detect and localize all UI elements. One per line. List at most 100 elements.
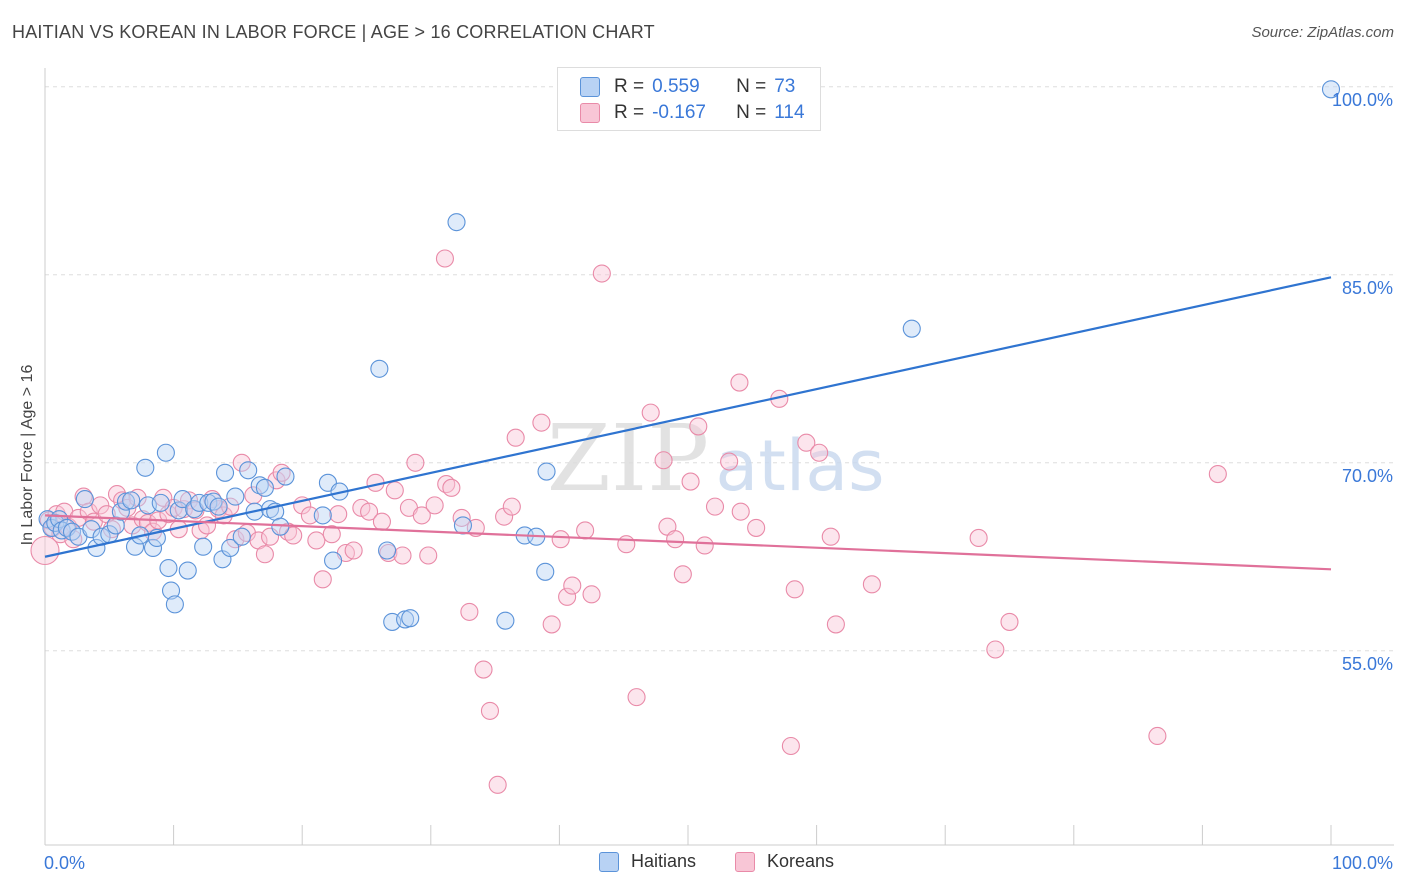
korean-point [474,660,493,679]
haitians-points [38,80,1341,631]
korean-point [452,508,471,527]
korean-point [826,615,845,634]
korean-point [232,453,251,472]
y-tick-label: 55.0% [1342,654,1393,674]
korean-point [488,775,507,794]
legend-swatch-pink [580,103,600,123]
haitian-point [496,611,515,630]
haitian-point [221,538,240,558]
korean-point [627,688,646,707]
trendlines [44,276,1332,571]
korean-point [442,478,461,497]
korean-point [435,249,454,268]
korean-point [576,521,595,540]
korean-point [506,428,525,447]
haitian-point [255,478,274,497]
legend-item-koreans[interactable]: Koreans [735,851,834,872]
y-tick-label: 85.0% [1342,278,1393,298]
haitian-point [239,461,258,480]
haitian-point [401,609,420,628]
korean-point [617,535,636,554]
korean-point [406,453,425,472]
korean-point [30,535,60,566]
korean-point [344,541,363,560]
legend-r-value: 0.559 [652,76,700,97]
korean-point [705,497,725,516]
korean-point [810,443,829,462]
korean-point [393,546,412,565]
x-tick-label-max: 100.0% [1332,853,1393,873]
haitian-point [159,558,178,578]
korean-point [460,602,479,621]
korean-point [695,536,714,555]
korean-point [563,576,582,595]
haitian-point [169,501,188,520]
korean-point [385,481,404,500]
korean-point [969,528,988,548]
haitian-point [136,458,155,477]
korean-point [495,507,514,526]
series-legend: Haitians Koreans [0,851,1406,877]
korean-point [673,565,692,584]
korean-point [532,413,551,432]
korean-point [322,525,341,544]
y-tick-label: 70.0% [1342,466,1393,486]
korean-point [730,373,749,392]
koreans-label: Koreans [767,851,835,871]
haitian-point [271,517,290,536]
korean-point [1148,726,1167,746]
korean-point [360,502,379,521]
korean-point [542,615,561,634]
haitians-trendline [44,276,1332,558]
tick-labels: 55.0% 70.0% 85.0% 100.0% 0.0% 100.0% [44,90,1393,873]
haitian-point [902,319,921,338]
korean-point [689,417,708,436]
haitian-point [324,551,343,570]
watermark-zip: ZIP [547,405,709,512]
korean-point [255,545,274,564]
legend-r-value: -0.167 [652,102,706,123]
haitian-point [161,581,181,600]
korean-point [419,546,438,565]
haitian-point [178,561,197,580]
legend-n-value: 73 [774,76,796,97]
korean-point [1000,612,1019,631]
koreans-swatch [735,851,755,872]
koreans-trendline [44,514,1332,571]
korean-point [307,531,326,550]
korean-point [372,512,391,531]
korean-point [720,452,739,471]
korean-point [1208,464,1227,484]
legend-r-label: R = [614,76,645,97]
haitian-point [194,537,213,556]
haitian-point [370,359,389,378]
gridlines [45,86,1394,652]
watermark-atlas: atlas [715,425,884,507]
haitian-point [378,541,397,560]
korean-point [412,506,431,525]
korean-point [986,640,1005,659]
legend-r-label: R = [614,102,645,123]
legend-item-haitians[interactable]: Haitians [599,851,696,872]
haitian-point [111,502,130,521]
korean-point [654,451,673,470]
haitian-point [447,213,466,232]
korean-point [785,580,804,599]
haitian-point [106,516,125,535]
legend-row-koreans: R = -0.167 N = 114 [580,101,805,125]
korean-point [862,575,881,594]
haitian-point [156,443,175,462]
axes [44,68,1394,846]
korean-point [313,570,332,589]
haitian-point [250,476,269,495]
korean-point [558,587,577,606]
korean-point [300,506,319,525]
haitian-point [215,463,235,482]
korean-point [284,526,303,545]
korean-point [747,518,766,537]
haitian-point [226,487,245,506]
legend-swatch-blue [580,77,600,97]
correlation-legend: R = 0.559 N = 73 R = -0.167 N = 114 [557,67,821,131]
korean-point [781,736,800,756]
